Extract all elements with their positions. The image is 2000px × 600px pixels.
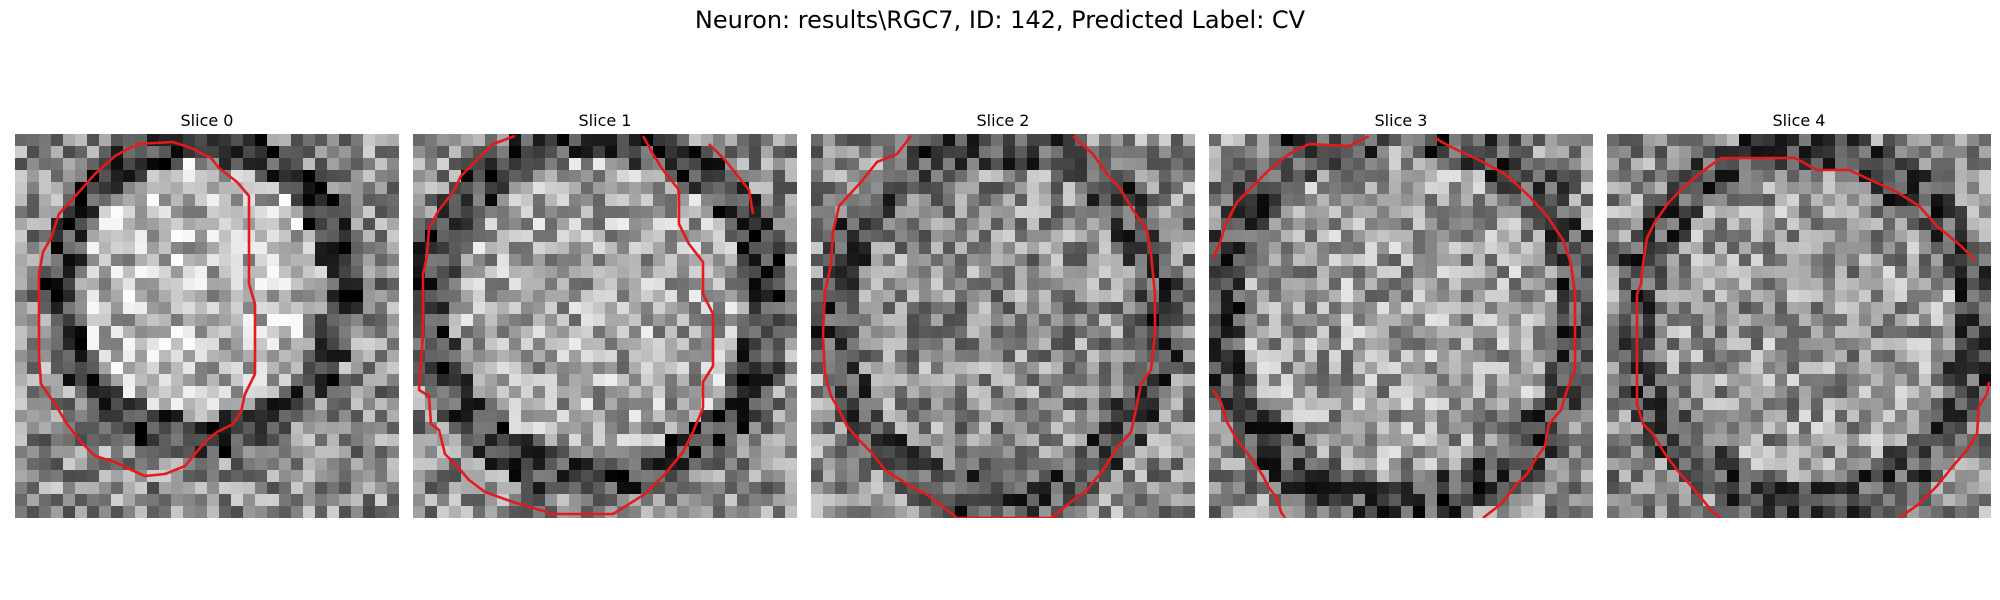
slice-contour-2 (821, 135, 1157, 518)
slice-image-0 (15, 134, 399, 518)
slice-panel-1: Slice 1 (413, 108, 797, 518)
figure-title: Neuron: results\RGC7, ID: 142, Predicted… (694, 6, 1306, 34)
contour-line-4-1 (1635, 201, 1722, 518)
contour-line-3-2 (1211, 389, 1287, 518)
slice-image-2 (811, 134, 1195, 518)
slice-title-2: Slice 2 (976, 111, 1030, 130)
slice-contour-1 (417, 134, 755, 516)
contour-line-3-1 (1434, 136, 1577, 518)
contour-line-1-1 (708, 143, 755, 215)
slice-pixels-1 (413, 134, 797, 518)
contour-line-1-0 (417, 134, 715, 516)
contour-line-0-0 (37, 140, 257, 478)
contour-line-2-0 (821, 135, 1157, 518)
slice-contour-0 (37, 140, 257, 478)
slice-title-3: Slice 3 (1374, 111, 1428, 130)
slice-panel-4: Slice 4 (1607, 108, 1991, 518)
slice-title-0: Slice 0 (180, 111, 234, 130)
contour-line-4-2 (1898, 381, 1991, 518)
contour-line-4-0 (1668, 156, 1976, 261)
slice-title-4: Slice 4 (1772, 111, 1826, 130)
slice-contour-4 (1635, 156, 1991, 518)
slice-pixels-2 (811, 134, 1195, 518)
slice-panel-3: Slice 3 (1209, 108, 1593, 518)
slice-contour-3 (1211, 134, 1577, 518)
slice-pixels-4 (1607, 134, 1991, 518)
slice-title-1: Slice 1 (578, 111, 632, 130)
slice-pixels-3 (1209, 134, 1593, 518)
contour-line-3-0 (1211, 134, 1370, 259)
slice-image-4 (1607, 134, 1991, 518)
slice-panel-2: Slice 2 (811, 108, 1195, 518)
slice-pixels-0 (15, 134, 399, 518)
slice-panel-0: Slice 0 (15, 108, 399, 518)
slice-image-3 (1209, 134, 1593, 518)
slice-image-1 (413, 134, 797, 518)
